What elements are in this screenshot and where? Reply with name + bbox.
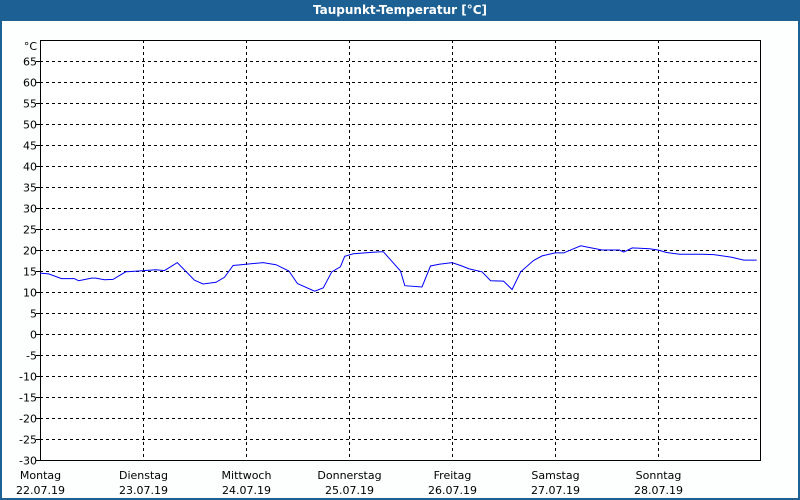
y-tick-label: 30	[23, 203, 37, 216]
y-tick-label: 55	[23, 98, 37, 111]
chart-title: Taupunkt-Temperatur [°C]	[0, 0, 800, 21]
y-tick-label: 35	[23, 182, 37, 195]
x-tick-date-label: 22.07.19	[16, 484, 65, 497]
y-tick-label: 20	[23, 245, 37, 258]
dewpoint-line	[39, 245, 757, 292]
y-tick-label: -15	[19, 392, 37, 405]
y-tick-label: 25	[23, 224, 37, 237]
x-tick-day-label: Freitag	[434, 469, 472, 482]
x-tick-date-label: 25.07.19	[325, 484, 374, 497]
x-tick-day-label: Samstag	[531, 469, 579, 482]
x-tick-day-label: Sonntag	[636, 469, 682, 482]
y-tick-label: 5	[30, 308, 37, 321]
x-tick-date-label: 28.07.19	[634, 484, 683, 497]
y-tick-label: -25	[19, 434, 37, 447]
y-tick-label: -20	[19, 413, 37, 426]
y-tick-label: 0	[30, 329, 37, 342]
y-tick-label: 50	[23, 119, 37, 132]
x-tick-day-label: Donnerstag	[317, 469, 381, 482]
y-axis-unit: °C	[24, 40, 38, 53]
y-tick-label: -30	[19, 455, 37, 468]
x-tick-day-label: Mittwoch	[222, 469, 272, 482]
y-tick-label: 60	[23, 77, 37, 90]
plot-border	[40, 40, 761, 461]
x-tick-date-label: 27.07.19	[531, 484, 580, 497]
x-tick-day-label: Montag	[20, 469, 61, 482]
y-tick-label: 10	[23, 287, 37, 300]
x-tick-date-label: 26.07.19	[428, 484, 477, 497]
y-tick-label: -5	[26, 350, 37, 363]
x-tick-day-label: Dienstag	[119, 469, 168, 482]
x-tick-date-label: 24.07.19	[222, 484, 271, 497]
y-tick-label: 15	[23, 266, 37, 279]
x-tick-date-label: 23.07.19	[119, 484, 168, 497]
y-tick-label: 65	[23, 56, 37, 69]
y-tick-label: 45	[23, 140, 37, 153]
y-tick-label: 40	[23, 161, 37, 174]
y-tick-label: -10	[19, 371, 37, 384]
